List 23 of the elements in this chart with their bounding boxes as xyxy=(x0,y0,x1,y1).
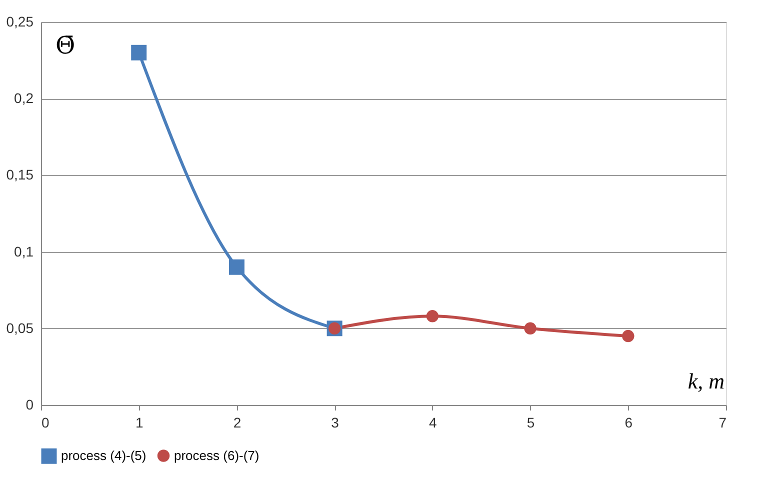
x-tick-label: 5 xyxy=(526,414,535,430)
x-tick-label: 4 xyxy=(429,414,438,430)
y-tick-label: 0,25 xyxy=(6,14,34,30)
y-tick-label: 0 xyxy=(26,396,34,412)
point xyxy=(426,310,439,322)
point xyxy=(131,44,147,60)
x-tick-label: 1 xyxy=(135,414,144,430)
x-tick-label: 6 xyxy=(624,414,633,430)
x-tick-label: 3 xyxy=(331,414,340,430)
legend-label: process (6)-(7) xyxy=(174,448,260,463)
point xyxy=(622,330,634,342)
y-tick-label: 0,2 xyxy=(14,90,34,106)
x-tick-label: 2 xyxy=(233,414,242,430)
y-tick-label: 0,05 xyxy=(6,320,34,336)
point xyxy=(524,322,536,335)
legend-label: process (4)-(5) xyxy=(61,448,146,464)
x-tick-label: 0 xyxy=(42,414,50,430)
y-tick-label: 0,15 xyxy=(6,166,34,183)
y-tick-label: 0,1 xyxy=(14,243,34,260)
y-axis-title: Θ̄ xyxy=(56,32,76,60)
x-axis-title: k, m xyxy=(688,368,724,394)
point xyxy=(228,259,244,275)
x-tick-label: 7 xyxy=(718,414,727,430)
